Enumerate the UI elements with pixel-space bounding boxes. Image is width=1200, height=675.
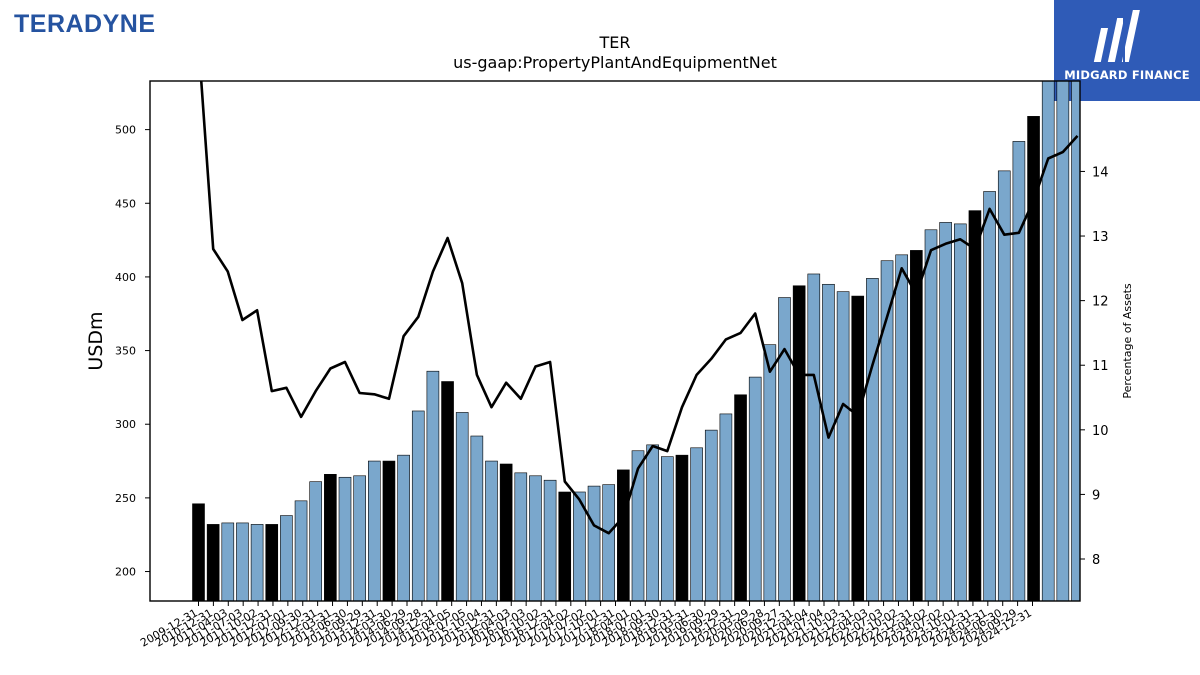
line-series (199, 81, 1079, 535)
bar (250, 524, 264, 601)
percent-of-assets-line (199, 81, 1079, 535)
bar (822, 283, 835, 601)
bar (573, 491, 586, 601)
bar (514, 472, 528, 601)
bar (924, 229, 938, 601)
y-tick-label: 450 (115, 197, 136, 210)
bar (192, 503, 205, 601)
bar (441, 381, 454, 601)
bar (558, 491, 572, 601)
bar (617, 469, 630, 601)
bar (367, 460, 381, 601)
bar (382, 460, 396, 601)
bar (660, 456, 674, 601)
bar (221, 522, 235, 601)
bar (265, 524, 279, 601)
y2-axis-label: Percentage of Assets (1121, 283, 1134, 399)
bar (719, 413, 733, 601)
bar (866, 278, 879, 601)
midgard-emblem-icon (1093, 5, 1140, 68)
bar (426, 370, 440, 601)
bar (807, 273, 821, 601)
chart-title: TER (599, 33, 631, 52)
teradyne-logo: TERADYNE (14, 10, 156, 38)
bar (646, 444, 659, 601)
y-axis-label: USDm (85, 311, 107, 370)
bar (280, 515, 293, 601)
bar (631, 450, 645, 601)
bar (236, 522, 249, 601)
y2-tick-label: 12 (1092, 295, 1109, 310)
bar (470, 435, 484, 601)
y2-tick-label: 11 (1092, 359, 1109, 374)
y-tick-label: 250 (115, 492, 136, 505)
bar (1012, 141, 1026, 601)
bar (836, 291, 850, 601)
bar (602, 484, 616, 601)
y2-tick-label: 14 (1092, 165, 1109, 180)
bar (397, 454, 410, 601)
bar (880, 260, 894, 601)
y2-tick-label: 8 (1092, 553, 1100, 568)
bar (690, 447, 703, 601)
bar (587, 485, 601, 601)
bar (294, 500, 308, 601)
y2-tick-label: 13 (1092, 230, 1109, 245)
bar (499, 463, 513, 601)
y-tick-label: 350 (115, 345, 136, 358)
bar (206, 524, 220, 601)
bar (324, 474, 337, 601)
chart-subtitle: us-gaap:PropertyPlantAndEquipmentNet (453, 53, 777, 72)
y-axis: 200 250 300 350 400 450 500 (115, 124, 150, 579)
bar (543, 479, 557, 601)
bar (910, 250, 923, 601)
bar (939, 222, 952, 601)
bar (485, 460, 498, 601)
bar (411, 410, 425, 601)
bar (792, 285, 806, 601)
y2-axis: 8 9 10 11 12 13 14 (1080, 165, 1109, 568)
bar (851, 295, 865, 601)
bar (748, 376, 762, 601)
y-tick-label: 400 (115, 271, 136, 284)
bar (455, 412, 469, 601)
y-tick-label: 200 (115, 566, 136, 579)
y-tick-label: 500 (115, 124, 136, 137)
y-tick-label: 300 (115, 418, 136, 431)
bar (529, 475, 542, 601)
bar (675, 454, 689, 601)
bar (763, 344, 777, 601)
bar (338, 476, 352, 601)
bar (353, 475, 366, 601)
bar (1027, 116, 1040, 601)
bar (734, 394, 747, 601)
bar (983, 191, 996, 601)
bar (1056, 81, 1070, 601)
y2-tick-label: 9 (1092, 488, 1100, 503)
bar (953, 223, 967, 601)
bar (895, 254, 909, 601)
bar (704, 429, 718, 601)
y2-tick-label: 10 (1092, 424, 1109, 439)
bar-series (192, 81, 1080, 601)
midgard-logo-text: MIDGARD FINANCE (1064, 68, 1190, 82)
bar (778, 297, 791, 601)
bar (968, 210, 982, 601)
x-axis: 2009-12-312010-12-312011-04-032011-07-03… (138, 601, 1034, 650)
bar (309, 481, 323, 601)
